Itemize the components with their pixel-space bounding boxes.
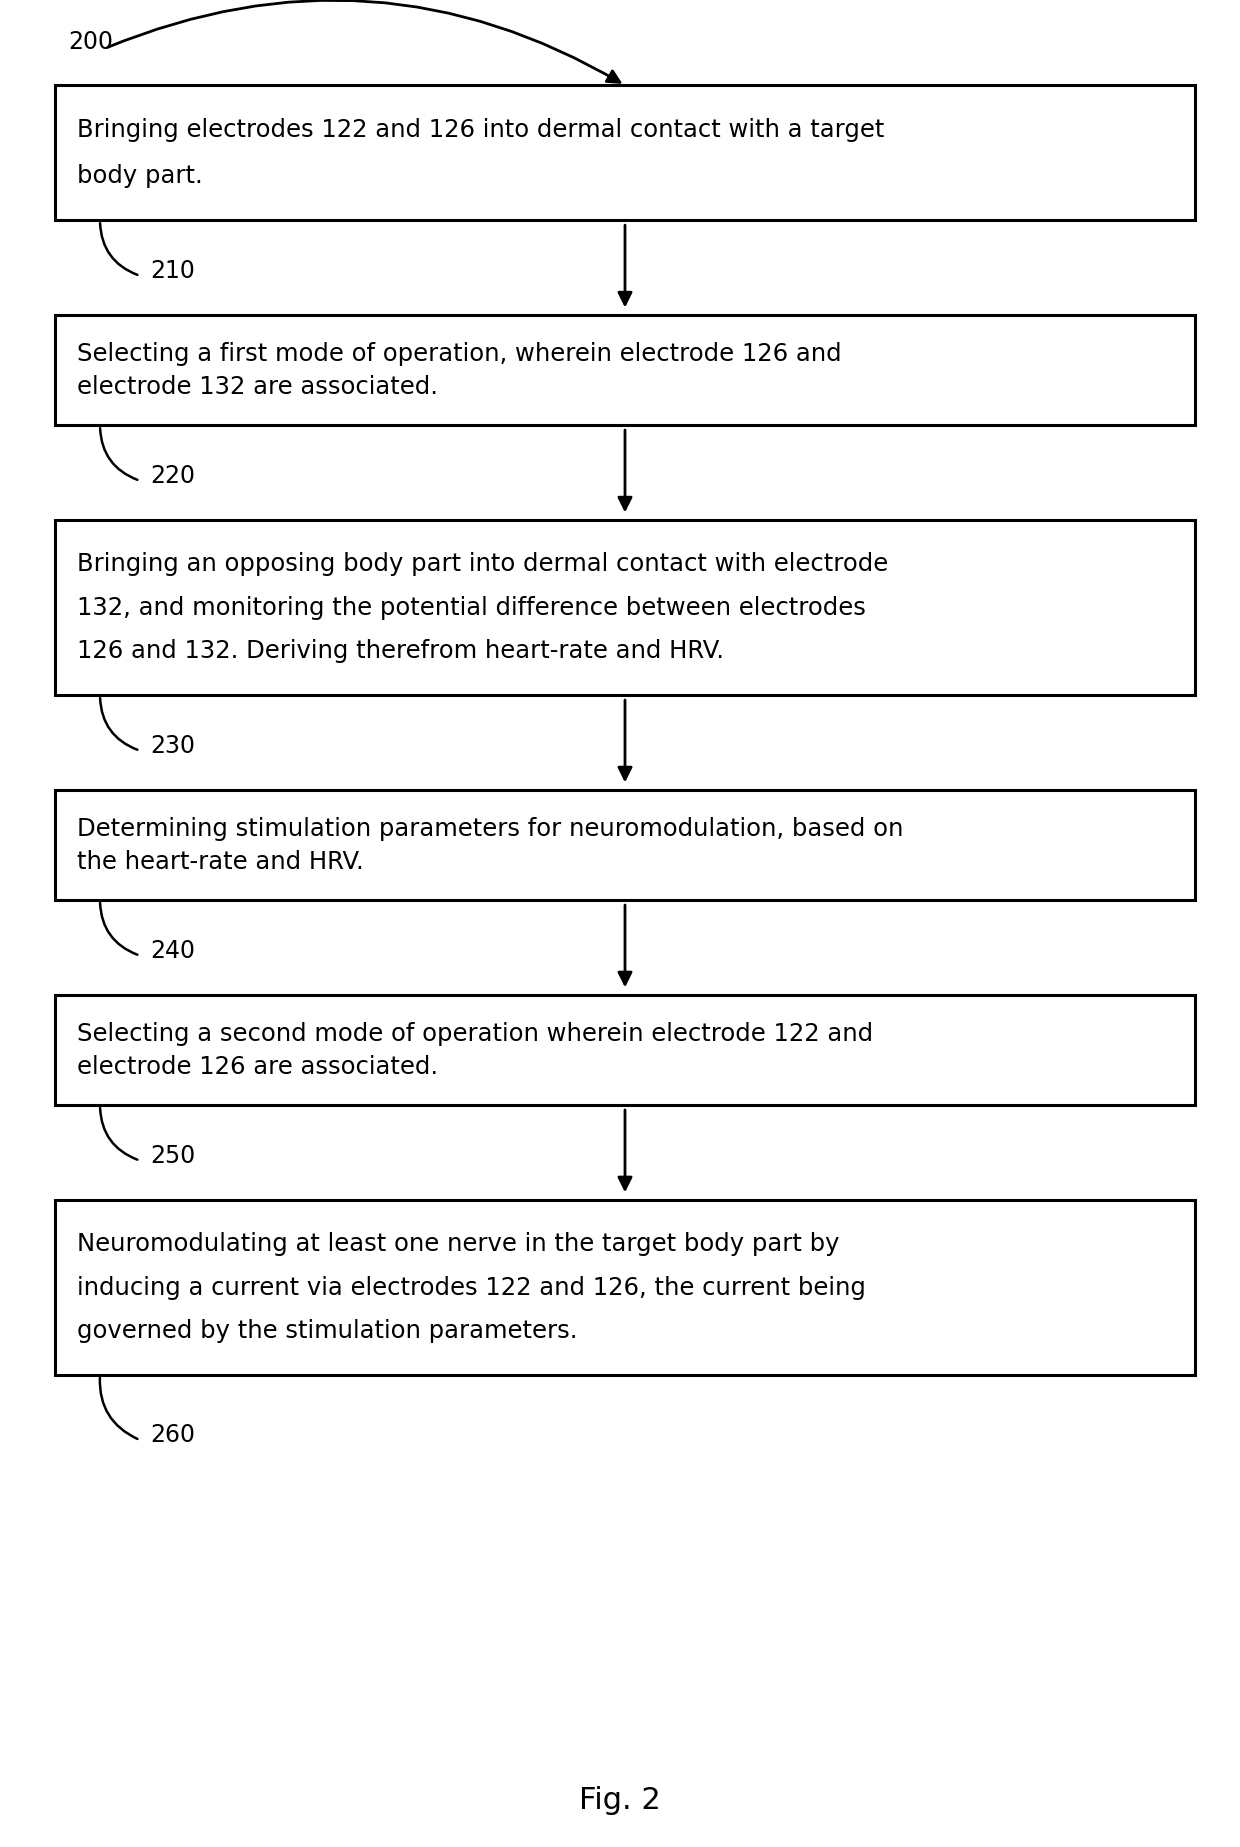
Bar [55,85,1195,220]
Text: Fig. 2: Fig. 2 [579,1786,661,1814]
Text: Neuromodulating at least one nerve in the target body part by: Neuromodulating at least one nerve in th… [77,1232,839,1256]
Text: Selecting a second mode of operation wherein electrode 122 and: Selecting a second mode of operation whe… [77,1021,873,1045]
Text: 126 and 132. Deriving therefrom heart-rate and HRV.: 126 and 132. Deriving therefrom heart-ra… [77,639,724,663]
Bar [55,521,1195,694]
Text: 250: 250 [150,1143,195,1167]
Text: 220: 220 [150,464,195,488]
Text: 240: 240 [150,938,195,962]
Text: Determining stimulation parameters for neuromodulation, based on: Determining stimulation parameters for n… [77,816,904,840]
Text: governed by the stimulation parameters.: governed by the stimulation parameters. [77,1319,578,1343]
Text: the heart-rate and HRV.: the heart-rate and HRV. [77,850,363,874]
Text: 200: 200 [68,30,113,54]
Bar [55,791,1195,899]
Text: Bringing electrodes 122 and 126 into dermal contact with a target: Bringing electrodes 122 and 126 into der… [77,118,884,142]
Text: 230: 230 [150,733,195,757]
Text: 132, and monitoring the potential difference between electrodes: 132, and monitoring the potential differ… [77,597,866,621]
Text: electrode 126 are associated.: electrode 126 are associated. [77,1055,438,1079]
Text: 210: 210 [150,259,195,283]
Text: body part.: body part. [77,164,203,188]
Bar [55,316,1195,425]
Text: electrode 132 are associated.: electrode 132 are associated. [77,375,438,399]
Text: Selecting a first mode of operation, wherein electrode 126 and: Selecting a first mode of operation, whe… [77,342,842,366]
Text: Bringing an opposing body part into dermal contact with electrode: Bringing an opposing body part into derm… [77,552,888,576]
Bar [55,996,1195,1105]
Text: inducing a current via electrodes 122 and 126, the current being: inducing a current via electrodes 122 an… [77,1276,866,1300]
Text: 260: 260 [150,1422,195,1446]
Bar [55,1201,1195,1376]
